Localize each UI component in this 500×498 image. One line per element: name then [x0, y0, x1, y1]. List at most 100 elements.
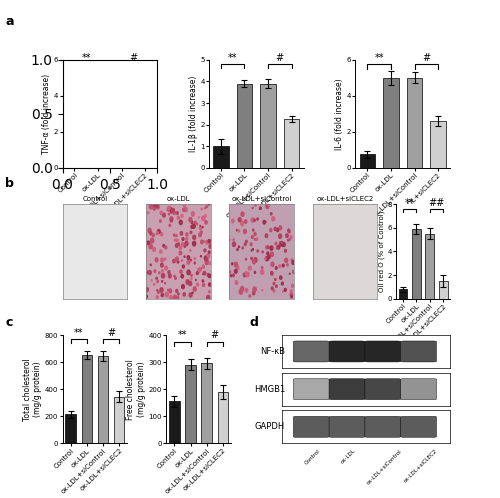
- Circle shape: [160, 233, 162, 236]
- Circle shape: [165, 246, 167, 249]
- Circle shape: [192, 224, 195, 228]
- Circle shape: [164, 266, 168, 270]
- Text: ox-LDL+siCLEC2: ox-LDL+siCLEC2: [402, 448, 438, 484]
- Circle shape: [290, 290, 292, 293]
- Circle shape: [156, 205, 159, 209]
- Circle shape: [252, 236, 254, 239]
- Circle shape: [173, 259, 175, 263]
- Circle shape: [266, 256, 268, 261]
- Circle shape: [189, 293, 192, 297]
- Circle shape: [169, 289, 172, 293]
- Circle shape: [164, 258, 166, 260]
- Circle shape: [208, 291, 210, 293]
- Circle shape: [244, 229, 246, 234]
- Circle shape: [176, 257, 178, 261]
- Circle shape: [256, 218, 258, 220]
- Circle shape: [153, 248, 156, 251]
- Circle shape: [191, 278, 192, 279]
- Circle shape: [244, 220, 247, 223]
- Text: **: **: [405, 198, 414, 208]
- Circle shape: [248, 266, 251, 270]
- Circle shape: [232, 219, 234, 223]
- Circle shape: [208, 283, 211, 286]
- Circle shape: [268, 255, 270, 259]
- Circle shape: [230, 271, 231, 273]
- Circle shape: [184, 256, 185, 257]
- Circle shape: [182, 208, 185, 211]
- Circle shape: [239, 289, 242, 294]
- FancyBboxPatch shape: [400, 378, 436, 399]
- Circle shape: [189, 218, 192, 222]
- Bar: [98, 356, 108, 443]
- Circle shape: [160, 258, 164, 262]
- Circle shape: [276, 285, 277, 287]
- Circle shape: [252, 229, 254, 231]
- Circle shape: [150, 264, 151, 265]
- Circle shape: [168, 214, 170, 215]
- Circle shape: [202, 283, 204, 286]
- Circle shape: [274, 278, 276, 280]
- Y-axis label: Total cholesterol
(mg/g protein): Total cholesterol (mg/g protein): [22, 358, 42, 420]
- Circle shape: [254, 239, 256, 240]
- Text: #: #: [129, 53, 138, 63]
- Circle shape: [163, 245, 164, 247]
- Circle shape: [190, 259, 192, 261]
- Circle shape: [272, 287, 273, 290]
- Circle shape: [265, 257, 266, 259]
- Circle shape: [254, 219, 256, 222]
- Circle shape: [162, 273, 164, 278]
- Circle shape: [266, 246, 268, 249]
- Circle shape: [262, 251, 263, 253]
- Circle shape: [245, 272, 247, 274]
- Circle shape: [162, 270, 163, 272]
- FancyBboxPatch shape: [294, 378, 329, 399]
- Circle shape: [200, 226, 201, 227]
- Text: ox-LDL: ox-LDL: [340, 448, 357, 465]
- Circle shape: [282, 291, 284, 292]
- Circle shape: [160, 263, 163, 267]
- Circle shape: [268, 246, 269, 249]
- Bar: [412, 229, 420, 299]
- Circle shape: [187, 255, 190, 259]
- Circle shape: [190, 231, 192, 234]
- FancyBboxPatch shape: [329, 341, 365, 362]
- Y-axis label: IL-6 (fold increase): IL-6 (fold increase): [335, 78, 344, 149]
- Circle shape: [205, 215, 206, 217]
- Circle shape: [190, 274, 192, 276]
- Circle shape: [148, 241, 150, 245]
- Circle shape: [155, 258, 158, 262]
- Circle shape: [230, 275, 232, 276]
- Circle shape: [170, 219, 172, 222]
- Circle shape: [203, 265, 204, 266]
- Circle shape: [289, 239, 290, 240]
- FancyBboxPatch shape: [400, 416, 436, 437]
- Circle shape: [290, 293, 292, 296]
- Circle shape: [180, 220, 182, 225]
- Circle shape: [251, 250, 252, 251]
- Circle shape: [249, 295, 250, 297]
- Circle shape: [148, 228, 151, 233]
- Text: #: #: [210, 331, 219, 341]
- Circle shape: [242, 288, 243, 290]
- Circle shape: [146, 295, 148, 298]
- Circle shape: [198, 267, 201, 272]
- Bar: [360, 154, 375, 168]
- Circle shape: [182, 265, 184, 268]
- Y-axis label: TNF-α (fold increase): TNF-α (fold increase): [42, 74, 51, 154]
- Text: **: **: [82, 53, 91, 63]
- Bar: [218, 392, 228, 443]
- Circle shape: [270, 229, 272, 232]
- Circle shape: [251, 257, 252, 259]
- Circle shape: [260, 270, 264, 274]
- Circle shape: [207, 253, 210, 257]
- Title: ox-LDL+siControl: ox-LDL+siControl: [232, 196, 292, 202]
- Circle shape: [169, 224, 170, 227]
- Circle shape: [182, 215, 183, 217]
- Circle shape: [242, 221, 243, 223]
- Bar: [138, 118, 152, 168]
- FancyBboxPatch shape: [329, 378, 365, 399]
- Circle shape: [150, 238, 154, 243]
- Circle shape: [256, 238, 258, 241]
- Circle shape: [282, 243, 285, 247]
- Circle shape: [192, 292, 193, 294]
